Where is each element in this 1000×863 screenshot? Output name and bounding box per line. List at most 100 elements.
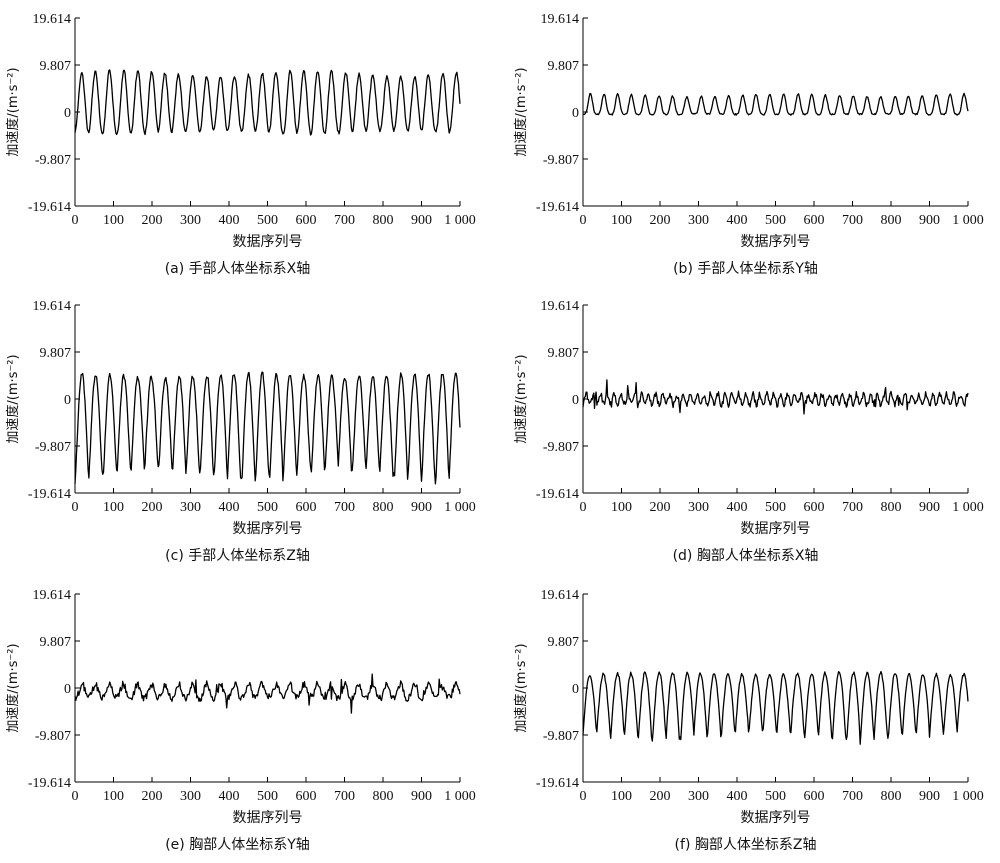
x-tick-label: 200: [650, 789, 671, 804]
y-tick-label: -19.614: [536, 487, 579, 502]
x-axis-label: 数据序列号: [233, 521, 303, 537]
y-tick-label: 19.614: [33, 12, 72, 27]
x-tick-label: 600: [296, 500, 317, 515]
series-line: [74, 371, 461, 485]
y-tick-label: -9.807: [543, 440, 579, 455]
y-tick-label: -9.807: [543, 153, 579, 168]
series-line: [74, 69, 461, 136]
x-tick-label: 600: [296, 213, 317, 228]
x-tick-label: 400: [727, 500, 748, 515]
x-tick-label: 1 000: [444, 500, 476, 515]
y-tick-label: 19.614: [33, 588, 72, 603]
x-tick-label: 0: [580, 213, 587, 228]
x-tick-label: 1 000: [444, 213, 476, 228]
x-tick-label: 500: [765, 213, 786, 228]
series-line: [582, 379, 969, 415]
panel-caption: (f) 胸部人体坐标系Z轴: [675, 837, 817, 853]
x-tick-label: 100: [103, 789, 124, 804]
panel-caption: (b) 手部人体坐标系Y轴: [673, 261, 818, 277]
y-tick-label: 19.614: [541, 12, 580, 27]
y-axis-label: 加速度/(m·s⁻²): [513, 643, 529, 732]
y-tick-label: -19.614: [28, 487, 71, 502]
x-tick-label: 0: [72, 789, 79, 804]
x-tick-label: 1 000: [952, 500, 984, 515]
chart-panel-3: -19.614 -9.807 0 9.807 19.614 0 100 200 300 400 50…: [5, 299, 476, 564]
x-tick-label: 100: [611, 789, 632, 804]
x-tick-label: 800: [881, 789, 902, 804]
x-tick-label: 800: [373, 500, 394, 515]
y-tick-label: -19.614: [536, 200, 579, 215]
x-tick-label: 300: [688, 789, 709, 804]
x-tick-label: 100: [103, 213, 124, 228]
y-axis-label: 加速度/(m·s⁻²): [5, 643, 21, 732]
y-tick-label: 9.807: [40, 346, 72, 361]
x-tick-label: 0: [72, 213, 79, 228]
x-tick-label: 0: [580, 500, 587, 515]
y-tick-label: 9.807: [548, 635, 580, 650]
y-tick-label: -9.807: [35, 729, 71, 744]
y-tick-label: 9.807: [548, 59, 580, 74]
x-tick-label: 300: [688, 500, 709, 515]
y-axis-label: 加速度/(m·s⁻²): [513, 354, 529, 443]
x-tick-label: 900: [919, 213, 940, 228]
x-tick-label: 300: [180, 789, 201, 804]
y-axis-label: 加速度/(m·s⁻²): [5, 354, 21, 443]
x-tick-label: 400: [219, 213, 240, 228]
y-axis-label: 加速度/(m·s⁻²): [513, 67, 529, 156]
x-tick-label: 900: [411, 789, 432, 804]
x-tick-label: 100: [611, 213, 632, 228]
x-tick-label: 900: [411, 213, 432, 228]
x-tick-label: 400: [219, 500, 240, 515]
x-tick-label: 700: [334, 789, 355, 804]
x-axis-label: 数据序列号: [741, 521, 811, 537]
x-tick-label: 200: [142, 500, 163, 515]
x-tick-label: 500: [765, 500, 786, 515]
x-tick-label: 0: [580, 789, 587, 804]
x-tick-label: 100: [103, 500, 124, 515]
x-tick-label: 400: [727, 789, 748, 804]
y-tick-label: -19.614: [28, 776, 71, 791]
x-tick-label: 100: [611, 500, 632, 515]
chart-panel-2: -19.614 -9.807 0 9.807 19.614 0 100 200 300 400 50…: [513, 12, 984, 277]
x-tick-label: 1 000: [444, 789, 476, 804]
x-tick-label: 300: [180, 213, 201, 228]
y-tick-label: 9.807: [40, 635, 72, 650]
x-tick-label: 200: [650, 500, 671, 515]
y-tick-label: 0: [572, 106, 579, 121]
x-tick-label: 500: [257, 213, 278, 228]
y-tick-label: -19.614: [536, 776, 579, 791]
chart-panel-1: -19.614 -9.807 0 9.807 19.614 0 100 200 300 400 50…: [5, 12, 476, 277]
x-tick-label: 700: [842, 213, 863, 228]
x-tick-label: 800: [373, 213, 394, 228]
y-tick-label: 19.614: [541, 299, 580, 314]
y-tick-label: -19.614: [28, 200, 71, 215]
x-tick-label: 800: [881, 500, 902, 515]
x-tick-label: 1 000: [952, 789, 984, 804]
y-tick-label: 9.807: [40, 59, 72, 74]
x-tick-label: 900: [411, 500, 432, 515]
x-tick-label: 200: [650, 213, 671, 228]
x-tick-label: 800: [373, 789, 394, 804]
x-tick-label: 600: [804, 213, 825, 228]
x-tick-label: 300: [688, 213, 709, 228]
series-line: [582, 92, 969, 116]
y-tick-label: 0: [64, 106, 71, 121]
chart-panel-6: -19.614 -9.807 0 9.807 19.614 0 100 200 300 400 50…: [513, 588, 984, 853]
y-tick-label: 0: [64, 682, 71, 697]
panel-caption: (e) 胸部人体坐标系Y轴: [165, 837, 310, 853]
x-tick-label: 200: [142, 213, 163, 228]
series-line: [74, 673, 461, 714]
y-tick-label: 19.614: [541, 588, 580, 603]
panel-caption: (d) 胸部人体坐标系X轴: [673, 548, 819, 564]
x-tick-label: 600: [804, 500, 825, 515]
x-tick-label: 400: [219, 789, 240, 804]
y-tick-label: -9.807: [35, 440, 71, 455]
x-tick-label: 500: [257, 500, 278, 515]
x-tick-label: 200: [142, 789, 163, 804]
y-tick-label: -9.807: [543, 729, 579, 744]
x-tick-label: 1 000: [952, 213, 984, 228]
y-tick-label: -9.807: [35, 153, 71, 168]
y-tick-label: 0: [572, 393, 579, 408]
x-tick-label: 700: [842, 500, 863, 515]
